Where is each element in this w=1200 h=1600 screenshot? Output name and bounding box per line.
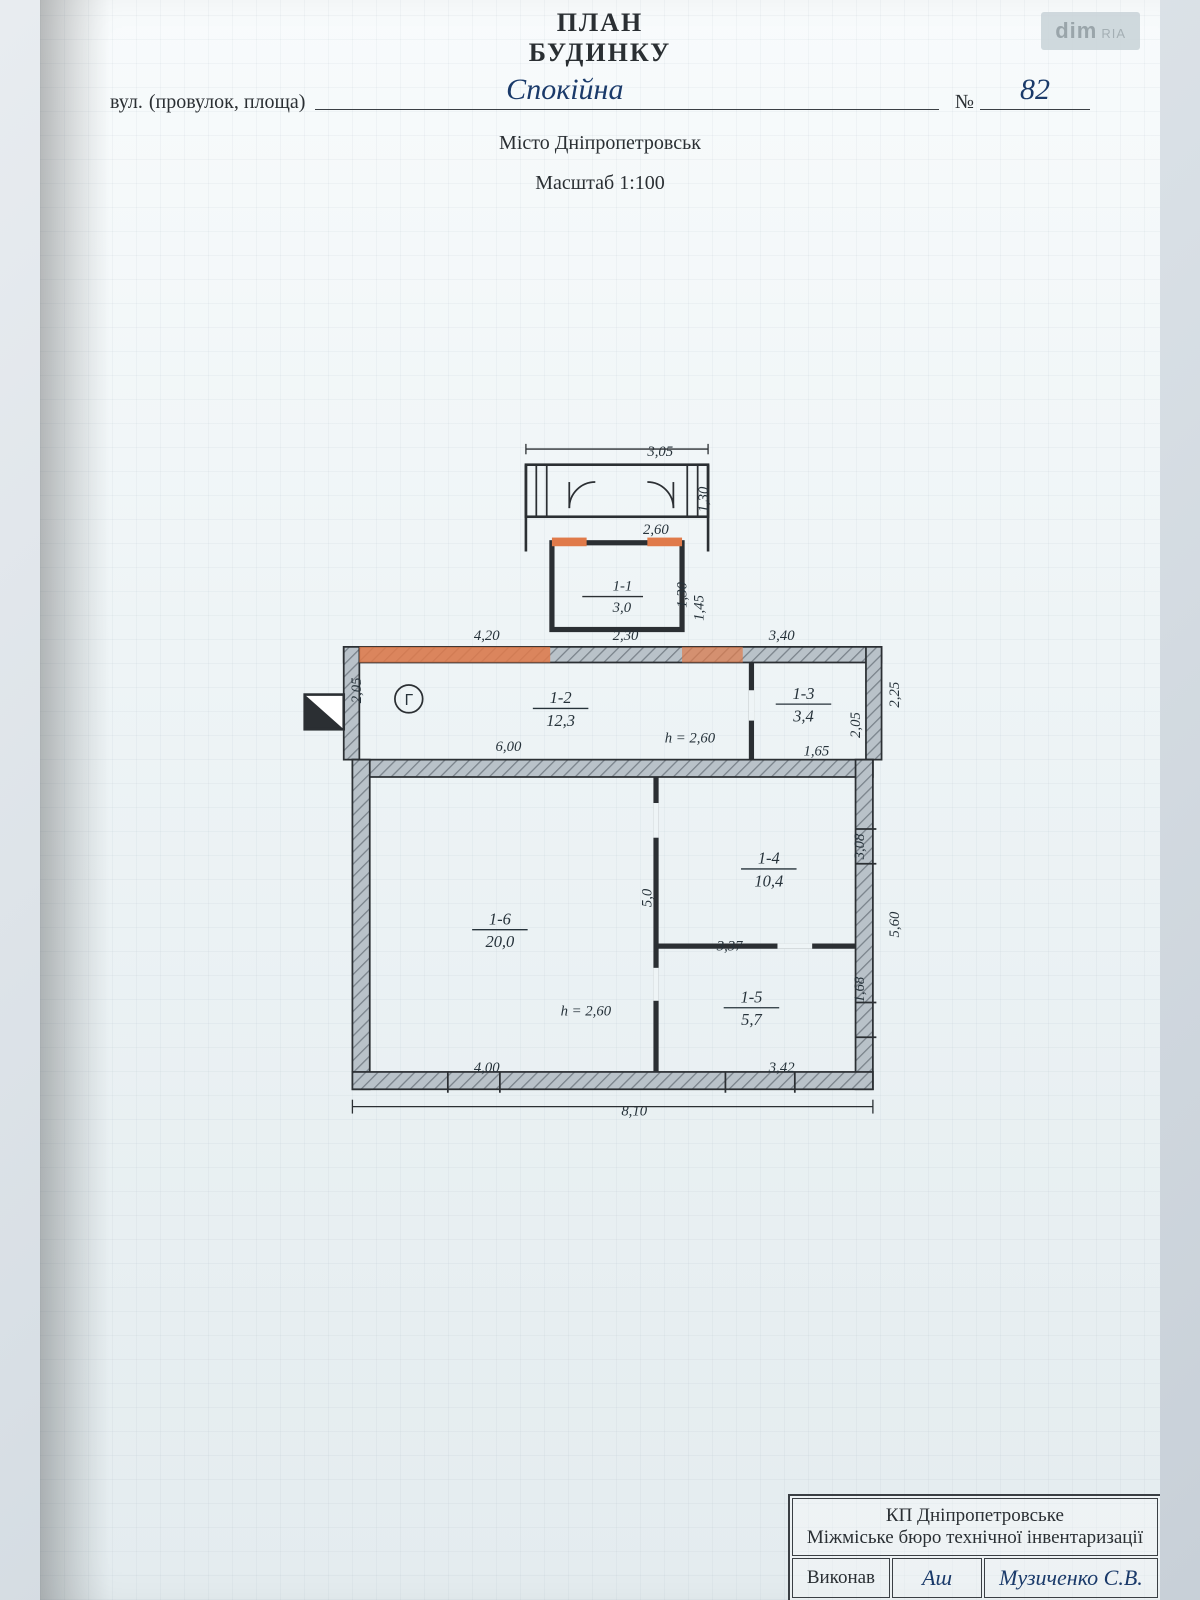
room-area: 12,3 <box>546 711 575 730</box>
dimension-label: 2,05 <box>349 677 365 703</box>
plan-svg: Г 1-212,31-33,41-410,41-55,71-620,0 3,05… <box>270 430 990 1150</box>
binding-shadow <box>40 0 110 1600</box>
porch-width-dim <box>526 444 708 454</box>
stamp-box: КП Дніпропетровське Міжміське бюро техні… <box>788 1494 1160 1600</box>
title-line2: БУДИНКУ <box>40 38 1160 68</box>
dimension-label: 4,00 <box>474 1060 500 1076</box>
dimension-label: 3,05 <box>646 444 673 460</box>
room-id: 1-5 <box>740 988 762 1007</box>
dimension-label: 1,65 <box>803 743 829 759</box>
stamp-surname: Музиченко С.В. <box>984 1558 1158 1598</box>
street-handwritten: Спокійна <box>506 73 623 107</box>
address-paren: (провулок, площа) <box>149 91 306 114</box>
dimension-label: 1,30 <box>674 581 690 607</box>
address-row: вул. (провулок, площа) Спокійна № 82 <box>110 84 1090 114</box>
number-label: № <box>955 91 974 114</box>
dimension-label: 3,40 <box>768 628 795 644</box>
dimension-label: 3,08 <box>852 833 868 860</box>
room-area: 3,4 <box>792 706 814 725</box>
room-labels: 1-2 12,3 1-3 3,4 1-4 10,4 1-5 5,7 1-6 20,0 <box>472 684 831 1029</box>
room-area: 10,4 <box>754 871 783 890</box>
dimension-label: 2,30 <box>613 628 639 644</box>
dimension-label: h = 2,60 <box>665 730 716 746</box>
floor-plan: Г 1-212,31-33,41-410,41-55,71-620,0 3,05… <box>270 430 990 1150</box>
room-id: 1-2 <box>550 688 572 707</box>
stamp-signature: Аш <box>892 1558 982 1598</box>
lower-block-walls <box>352 760 872 1090</box>
stamp-org2: Міжміське бюро технічної інвентаризації <box>807 1527 1143 1549</box>
number-handwritten: 82 <box>1020 73 1050 107</box>
dimension-label: 1,30 <box>696 486 712 512</box>
room-area: 5,7 <box>741 1010 762 1029</box>
stamp-row-label: Виконав <box>792 1558 890 1598</box>
left-projection <box>305 695 344 730</box>
overall-width-dim <box>352 1100 872 1114</box>
room-id: 1-6 <box>489 909 512 928</box>
doc-title: ПЛАН БУДИНКУ <box>40 8 1160 68</box>
stamp-org1: КП Дніпропетровське <box>807 1505 1143 1527</box>
dimension-label: 5,60 <box>887 911 903 937</box>
room-id: 1-3 <box>793 684 815 703</box>
scale-line: Масштаб 1:100 <box>40 172 1160 195</box>
dimension-label: 1-1 <box>613 578 633 594</box>
address-prefix: вул. <box>110 91 143 114</box>
dimension-label: 3,0 <box>612 600 632 616</box>
dimension-label: 1,45 <box>692 595 708 621</box>
number-underline: 82 <box>980 84 1090 110</box>
marker-letter: Г <box>405 692 414 709</box>
upper-band <box>344 647 882 760</box>
dimension-label: 4,20 <box>474 628 500 644</box>
dimension-label: 2,05 <box>848 712 864 738</box>
title-line1: ПЛАН <box>40 8 1160 38</box>
dimension-label: 3,37 <box>716 938 743 954</box>
room-id: 1-4 <box>758 849 780 868</box>
window-ticks <box>448 829 877 1093</box>
dimension-label: h = 2,60 <box>561 1004 612 1020</box>
dimension-label: 5,0 <box>640 888 656 907</box>
street-underline: Спокійна <box>315 84 938 110</box>
dimension-label: 2,25 <box>887 682 903 708</box>
dimension-label: 3,42 <box>768 1060 795 1076</box>
dimension-label: 1,68 <box>852 976 868 1002</box>
room-area: 20,0 <box>485 932 515 951</box>
dimension-label: 6,00 <box>496 739 522 755</box>
dimension-label: 2,60 <box>643 522 669 538</box>
paper-sheet: dimRIA ПЛАН БУДИНКУ вул. (провулок, площ… <box>40 0 1160 1600</box>
city-line: Місто Дніпропетровськ <box>40 132 1160 155</box>
marker-circle: Г <box>395 685 423 713</box>
dimension-label: 8,10 <box>621 1103 647 1119</box>
